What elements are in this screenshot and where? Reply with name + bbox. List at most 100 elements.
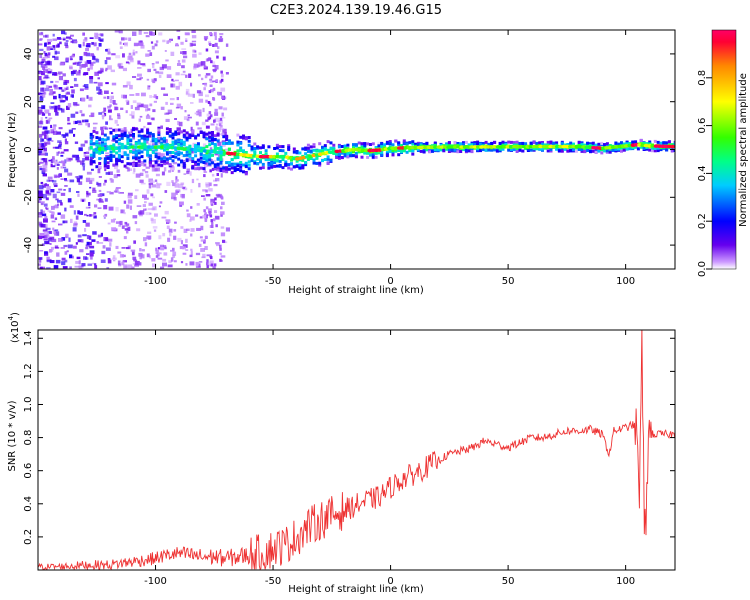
spectrogram-speckle xyxy=(85,244,90,247)
spectrogram-speckle xyxy=(112,100,116,104)
spectrogram-speckle xyxy=(220,87,226,92)
spectrogram-cell xyxy=(388,141,392,145)
spectrogram-cell xyxy=(411,140,415,144)
spectrogram-speckle xyxy=(53,124,57,127)
spectrogram-cell xyxy=(352,143,355,147)
spectrogram-speckle xyxy=(220,232,226,237)
spectrogram-cell xyxy=(555,147,559,151)
spectrogram-speckle xyxy=(206,254,211,257)
spectrogram-speckle xyxy=(123,200,127,204)
spectrogram-speckle xyxy=(132,262,136,265)
spectrogram-cell xyxy=(569,146,573,150)
spectrogram-speckle xyxy=(62,220,68,224)
spectrogram-y-tick-label: 20 xyxy=(23,95,34,108)
spectrogram-speckle xyxy=(90,112,95,117)
spectrogram-speckle xyxy=(39,54,43,59)
spectrogram-speckle xyxy=(119,46,123,49)
spectrogram-speckle xyxy=(216,55,219,59)
spectrogram-speckle xyxy=(168,260,172,264)
spectrogram-cell xyxy=(154,138,158,142)
spectrogram-speckle xyxy=(155,255,159,258)
spectrogram-cell xyxy=(490,148,494,152)
spectrogram-speckle xyxy=(53,84,57,88)
spectrogram-speckle xyxy=(83,152,87,154)
spectrogram-cell xyxy=(273,147,277,150)
spectrogram-speckle xyxy=(195,121,199,126)
spectrogram-cell xyxy=(380,145,384,149)
snr-y-tick-label: 0.4 xyxy=(23,496,34,512)
spectrogram-cell xyxy=(495,149,499,153)
spectrogram-speckle xyxy=(147,208,152,211)
spectrogram-speckle xyxy=(122,260,127,263)
spectrogram-speckle xyxy=(185,38,188,42)
spectrogram-speckle xyxy=(203,36,209,40)
spectrogram-speckle xyxy=(202,253,206,258)
spectrogram-speckle xyxy=(218,39,222,43)
spectrogram-speckle xyxy=(181,159,185,162)
spectrogram-cell xyxy=(667,140,671,144)
spectrogram-cell xyxy=(103,164,107,168)
spectrogram-speckle xyxy=(220,214,223,217)
spectrogram-speckle xyxy=(86,253,90,255)
spectrogram-cell xyxy=(236,133,240,137)
spectrogram-cell xyxy=(301,158,305,162)
spectrogram-speckle xyxy=(44,135,47,139)
spectrogram-speckle xyxy=(57,140,62,143)
spectrogram-cell xyxy=(213,167,217,171)
spectrogram-speckle xyxy=(163,252,168,256)
spectrogram-speckle xyxy=(182,51,187,55)
spectrogram-speckle xyxy=(159,201,163,204)
spectrogram-speckle xyxy=(121,37,125,41)
spectrogram-speckle xyxy=(42,94,46,98)
spectrogram-cell xyxy=(180,142,183,146)
spectrogram-speckle xyxy=(213,179,217,182)
spectrogram-cell xyxy=(600,141,604,145)
spectrogram-speckle xyxy=(38,213,41,216)
spectrogram-cell xyxy=(171,155,175,159)
spectrogram-speckle xyxy=(155,40,159,43)
spectrogram-speckle xyxy=(198,243,202,247)
spectrogram-speckle xyxy=(59,142,62,146)
spectrogram-cell xyxy=(163,139,166,143)
spectrogram-cell xyxy=(422,150,426,154)
spectrogram-speckle xyxy=(56,191,61,194)
spectrogram-speckle xyxy=(46,267,51,269)
spectrogram-cell xyxy=(304,161,308,165)
spectrogram-speckle xyxy=(47,53,50,59)
spectrogram-speckle xyxy=(57,212,61,215)
spectrogram-speckle xyxy=(84,37,88,41)
spectrogram-cell xyxy=(132,128,135,132)
spectrogram-cell xyxy=(191,166,195,170)
spectrogram-cell xyxy=(120,129,124,133)
spectrogram-cell xyxy=(335,154,339,158)
spectrogram-speckle xyxy=(44,152,48,156)
spectrogram-speckle xyxy=(83,51,88,56)
spectrogram-cell xyxy=(374,155,378,159)
spectrogram-speckle xyxy=(224,148,229,151)
spectrogram-cell xyxy=(617,147,621,151)
spectrogram-cell xyxy=(295,159,299,163)
spectrogram-speckle xyxy=(60,154,64,157)
spectrogram-cell xyxy=(216,146,220,150)
spectrogram-speckle xyxy=(42,168,46,173)
spectrogram-speckle xyxy=(215,123,219,126)
spectrogram-speckle xyxy=(201,121,206,126)
spectrogram-cell xyxy=(645,147,649,151)
spectrogram-speckle xyxy=(51,140,54,142)
spectrogram-speckle xyxy=(50,129,55,134)
spectrogram-speckle xyxy=(84,213,87,216)
spectrogram-speckle xyxy=(99,33,104,36)
spectrogram-speckle xyxy=(141,92,146,97)
spectrogram-cell xyxy=(202,167,206,171)
spectrogram-speckle xyxy=(79,249,84,253)
spectrogram-cell xyxy=(182,135,186,139)
spectrogram-cell xyxy=(146,135,150,139)
spectrogram-speckle xyxy=(62,162,66,166)
spectrogram-speckle xyxy=(47,238,52,242)
spectrogram-speckle xyxy=(50,102,55,104)
spectrogram-speckle xyxy=(139,172,144,176)
spectrogram-speckle xyxy=(192,93,195,98)
spectrogram-cell xyxy=(196,142,200,146)
spectrogram-speckle xyxy=(39,96,44,101)
